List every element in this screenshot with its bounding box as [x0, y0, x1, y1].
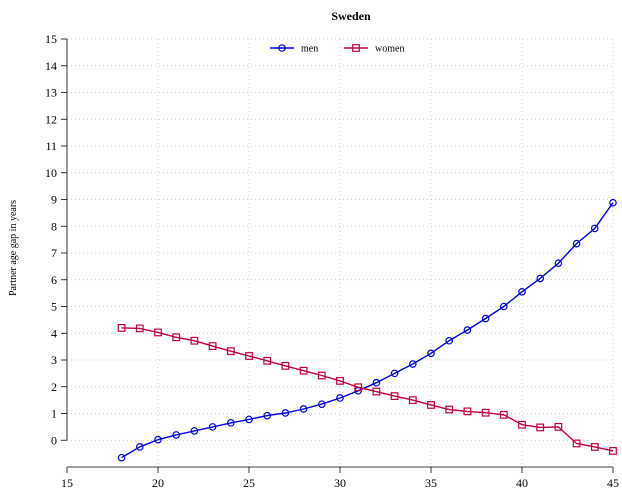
data-point-men	[317, 400, 326, 408]
data-point-women	[190, 336, 199, 345]
x-tick-label: 15	[61, 476, 73, 490]
data-point-men	[481, 314, 490, 323]
series-layer	[117, 198, 617, 462]
data-point-men	[554, 259, 563, 267]
data-point-men	[227, 419, 235, 427]
data-point-men	[609, 198, 617, 207]
y-tick-label: 7	[51, 246, 57, 260]
grid	[67, 38, 614, 467]
data-point-men	[136, 443, 144, 451]
data-point-women	[590, 443, 599, 451]
y-tick-label: 15	[45, 32, 57, 46]
data-point-men	[536, 274, 545, 283]
data-point-men	[463, 326, 472, 334]
data-point-women	[299, 366, 308, 375]
data-point-men	[117, 453, 126, 462]
data-point-women	[154, 328, 162, 337]
y-tick-label: 0	[51, 433, 57, 447]
data-point-women	[572, 439, 581, 448]
y-tick-label: 5	[51, 300, 57, 314]
data-point-women	[427, 401, 435, 409]
data-point-women	[518, 420, 526, 429]
y-tick-label: 2	[51, 380, 57, 394]
x-tick-label: 30	[334, 476, 346, 490]
data-point-women	[372, 387, 381, 396]
data-point-women	[445, 405, 454, 414]
data-point-men	[172, 431, 181, 439]
data-point-women	[481, 408, 490, 417]
x-tick-label: 35	[425, 476, 437, 490]
x-tick-label: 40	[516, 476, 528, 490]
data-point-men	[572, 239, 581, 248]
data-point-men	[299, 405, 308, 413]
data-point-men	[408, 360, 417, 368]
data-point-women	[245, 352, 253, 360]
data-point-women	[609, 447, 617, 455]
y-axis-label: Partner age gap in years	[8, 200, 19, 296]
series-men	[117, 198, 617, 462]
x-tick-label: 45	[607, 476, 619, 490]
y-tick-label: 3	[51, 353, 57, 367]
series-line-women	[121, 327, 614, 452]
data-point-men	[372, 378, 381, 387]
data-point-women	[536, 423, 545, 432]
data-point-women	[117, 324, 126, 332]
data-point-women	[263, 356, 272, 365]
data-point-men	[281, 409, 290, 417]
y-tick-label: 13	[45, 86, 57, 100]
data-point-men	[518, 287, 526, 296]
chart-title: Sweden	[331, 9, 371, 23]
data-point-men	[336, 394, 344, 402]
y-tick-label: 8	[51, 219, 57, 233]
y-tick-label: 4	[51, 326, 57, 340]
legend-item-women: women	[344, 44, 404, 55]
legend-marker	[278, 44, 286, 52]
data-point-women	[390, 392, 399, 401]
data-point-men	[499, 302, 508, 311]
data-point-men	[245, 415, 253, 424]
data-point-women	[208, 342, 217, 350]
data-point-women	[172, 333, 181, 342]
y-tick-label: 6	[51, 273, 57, 287]
data-point-women	[499, 410, 508, 419]
data-point-men	[190, 427, 199, 435]
y-tick-label: 1	[51, 407, 57, 421]
y-tick-label: 12	[45, 112, 57, 126]
data-point-women	[354, 383, 363, 392]
x-tick-label: 20	[152, 476, 164, 490]
data-point-men	[208, 423, 217, 431]
series-line-men	[121, 202, 614, 459]
legend-label: men	[301, 44, 318, 55]
legend: men women	[270, 44, 404, 55]
data-point-men	[445, 336, 454, 345]
data-point-men	[427, 349, 435, 358]
legend-marker	[352, 44, 360, 52]
legend-item-men: men	[270, 44, 318, 55]
data-point-women	[463, 407, 472, 416]
data-point-men	[263, 411, 272, 420]
data-point-women	[554, 422, 563, 431]
data-point-men	[390, 369, 399, 378]
y-tick-label: 9	[51, 193, 57, 207]
data-point-women	[226, 347, 235, 356]
data-point-women	[336, 376, 344, 385]
y-tick-label: 10	[45, 166, 57, 180]
series-women	[117, 324, 617, 455]
data-point-women	[281, 361, 290, 370]
x-tick-label: 25	[243, 476, 255, 490]
data-point-women	[408, 396, 417, 405]
data-point-men	[590, 224, 599, 233]
data-point-men	[154, 435, 162, 444]
y-tick-label: 14	[45, 59, 57, 73]
data-point-women	[135, 324, 144, 333]
data-point-women	[317, 371, 326, 380]
y-tick-label: 11	[45, 139, 57, 153]
legend-label: women	[375, 44, 404, 55]
